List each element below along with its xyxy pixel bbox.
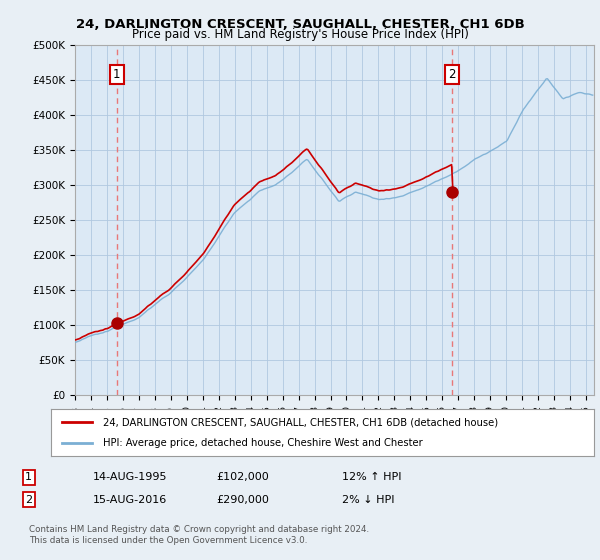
Text: £102,000: £102,000: [216, 472, 269, 482]
Text: 2: 2: [448, 68, 456, 81]
Text: 12% ↑ HPI: 12% ↑ HPI: [342, 472, 401, 482]
Text: 2% ↓ HPI: 2% ↓ HPI: [342, 494, 395, 505]
Text: HPI: Average price, detached house, Cheshire West and Chester: HPI: Average price, detached house, Ches…: [103, 438, 422, 448]
Text: 24, DARLINGTON CRESCENT, SAUGHALL, CHESTER, CH1 6DB: 24, DARLINGTON CRESCENT, SAUGHALL, CHEST…: [76, 18, 524, 31]
Text: Contains HM Land Registry data © Crown copyright and database right 2024.
This d: Contains HM Land Registry data © Crown c…: [29, 525, 369, 545]
Text: 1: 1: [25, 472, 32, 482]
Text: 14-AUG-1995: 14-AUG-1995: [93, 472, 167, 482]
Text: £290,000: £290,000: [216, 494, 269, 505]
Text: 2: 2: [25, 494, 32, 505]
Text: 24, DARLINGTON CRESCENT, SAUGHALL, CHESTER, CH1 6DB (detached house): 24, DARLINGTON CRESCENT, SAUGHALL, CHEST…: [103, 417, 498, 427]
Text: Price paid vs. HM Land Registry's House Price Index (HPI): Price paid vs. HM Land Registry's House …: [131, 28, 469, 41]
Text: 15-AUG-2016: 15-AUG-2016: [93, 494, 167, 505]
Text: 1: 1: [113, 68, 121, 81]
